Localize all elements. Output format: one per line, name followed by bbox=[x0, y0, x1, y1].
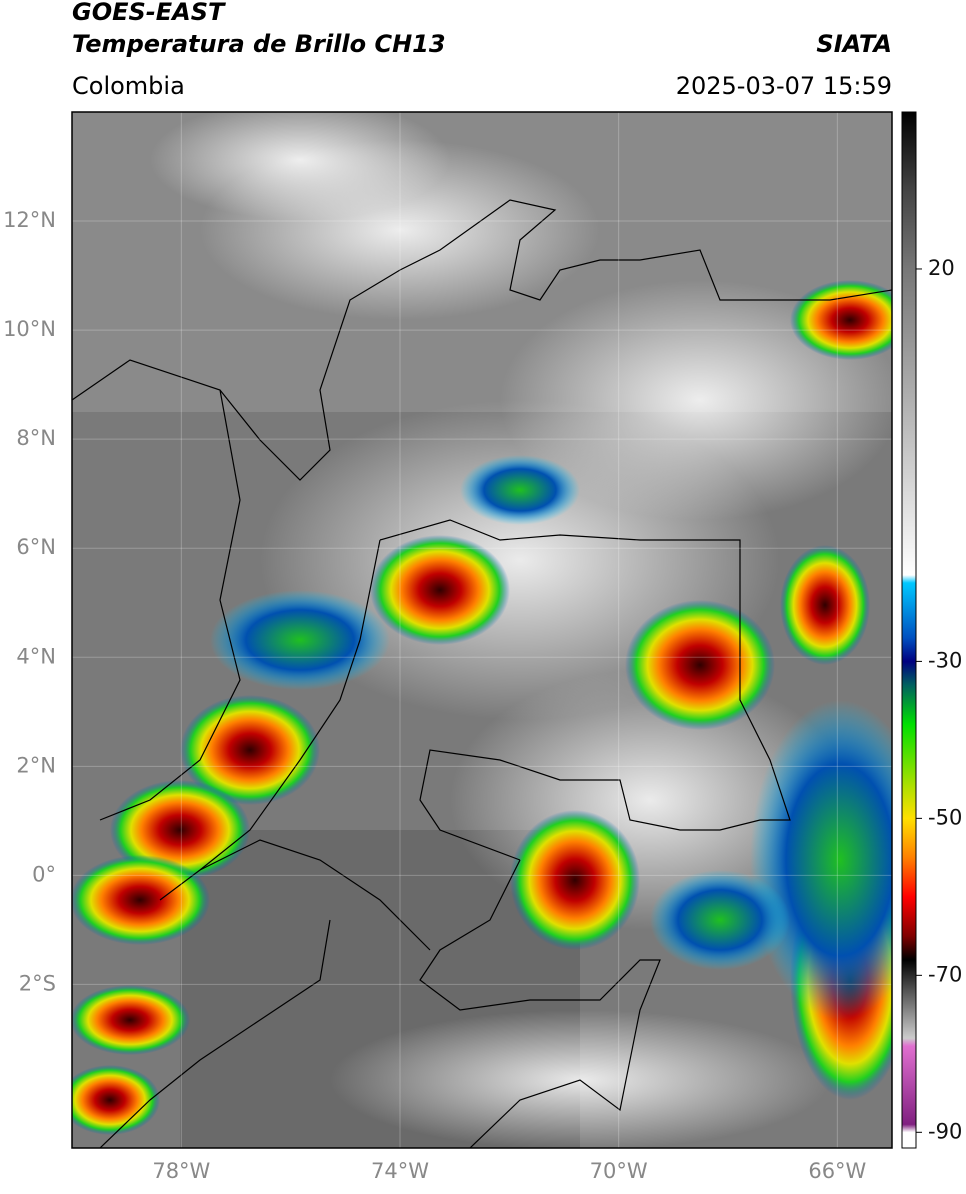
colorbar-tick-label: -90 bbox=[928, 1119, 962, 1143]
y-tick-label: 6°N bbox=[16, 535, 56, 559]
y-tick-label: 0° bbox=[32, 862, 56, 886]
colorbar-tick-label: -30 bbox=[928, 648, 962, 672]
y-tick-label: 4°N bbox=[16, 644, 56, 668]
x-tick-label: 78°W bbox=[152, 1159, 210, 1183]
datetime: 2025-03-07 15:59 bbox=[676, 72, 892, 100]
title: GOES-EAST bbox=[72, 0, 226, 26]
y-tick-label: 2°S bbox=[19, 971, 56, 995]
y-tick-label: 2°N bbox=[16, 753, 56, 777]
subtitle: Temperatura de Brillo CH13 bbox=[72, 30, 446, 58]
colorbar-tick-label: -50 bbox=[928, 805, 962, 829]
y-tick-label: 8°N bbox=[16, 426, 56, 450]
x-tick-label: 66°W bbox=[808, 1159, 866, 1183]
x-tick-label: 70°W bbox=[590, 1159, 648, 1183]
y-tick-label: 12°N bbox=[3, 208, 56, 232]
region: Colombia bbox=[72, 72, 185, 100]
colorbar-tick-label: 20 bbox=[928, 256, 955, 280]
map-frame bbox=[71, 111, 893, 1149]
x-tick-label: 74°W bbox=[371, 1159, 429, 1183]
satellite-image bbox=[72, 112, 892, 1148]
y-tick-label: 10°N bbox=[3, 317, 56, 341]
colorbar-tick-label: -70 bbox=[928, 962, 962, 986]
borders bbox=[72, 199, 892, 1148]
source: SIATA bbox=[816, 30, 892, 58]
colorbar bbox=[901, 111, 917, 1149]
